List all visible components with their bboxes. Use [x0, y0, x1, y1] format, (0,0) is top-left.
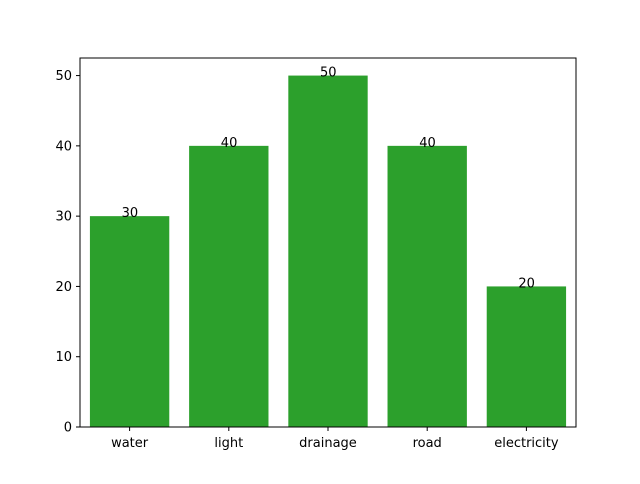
data-label-road: 40	[419, 136, 436, 151]
y-tick-label: 0	[64, 421, 72, 436]
bars-layer	[89, 75, 567, 428]
plot-frame	[79, 57, 577, 428]
bar-electricity	[486, 286, 567, 427]
y-tick-label: 40	[55, 139, 72, 154]
bar-road	[387, 145, 467, 427]
y-tick-label: 30	[55, 210, 72, 225]
y-tick-label: 20	[55, 280, 72, 295]
x-tick-label: water	[111, 436, 149, 451]
data-label-light: 40	[221, 136, 238, 151]
data-label-electricity: 20	[518, 276, 535, 291]
bar-drainage	[288, 75, 368, 428]
data-label-water: 30	[122, 206, 139, 221]
x-tick-label: drainage	[299, 436, 357, 451]
bar-water	[89, 216, 170, 427]
x-tick-label: electricity	[494, 436, 559, 451]
data-labels-layer: 30 40 50 40 20	[122, 66, 535, 292]
data-label-drainage: 50	[320, 66, 337, 81]
x-tick-label: road	[413, 436, 442, 451]
y-tick-label: 10	[55, 350, 72, 365]
x-tick-label: light	[214, 436, 243, 451]
y-tick-label: 50	[55, 69, 72, 84]
bar-light	[189, 145, 269, 427]
y-axis: 0 10 20 30 40 50	[55, 69, 80, 436]
x-axis: water light drainage road electricity	[111, 427, 559, 451]
